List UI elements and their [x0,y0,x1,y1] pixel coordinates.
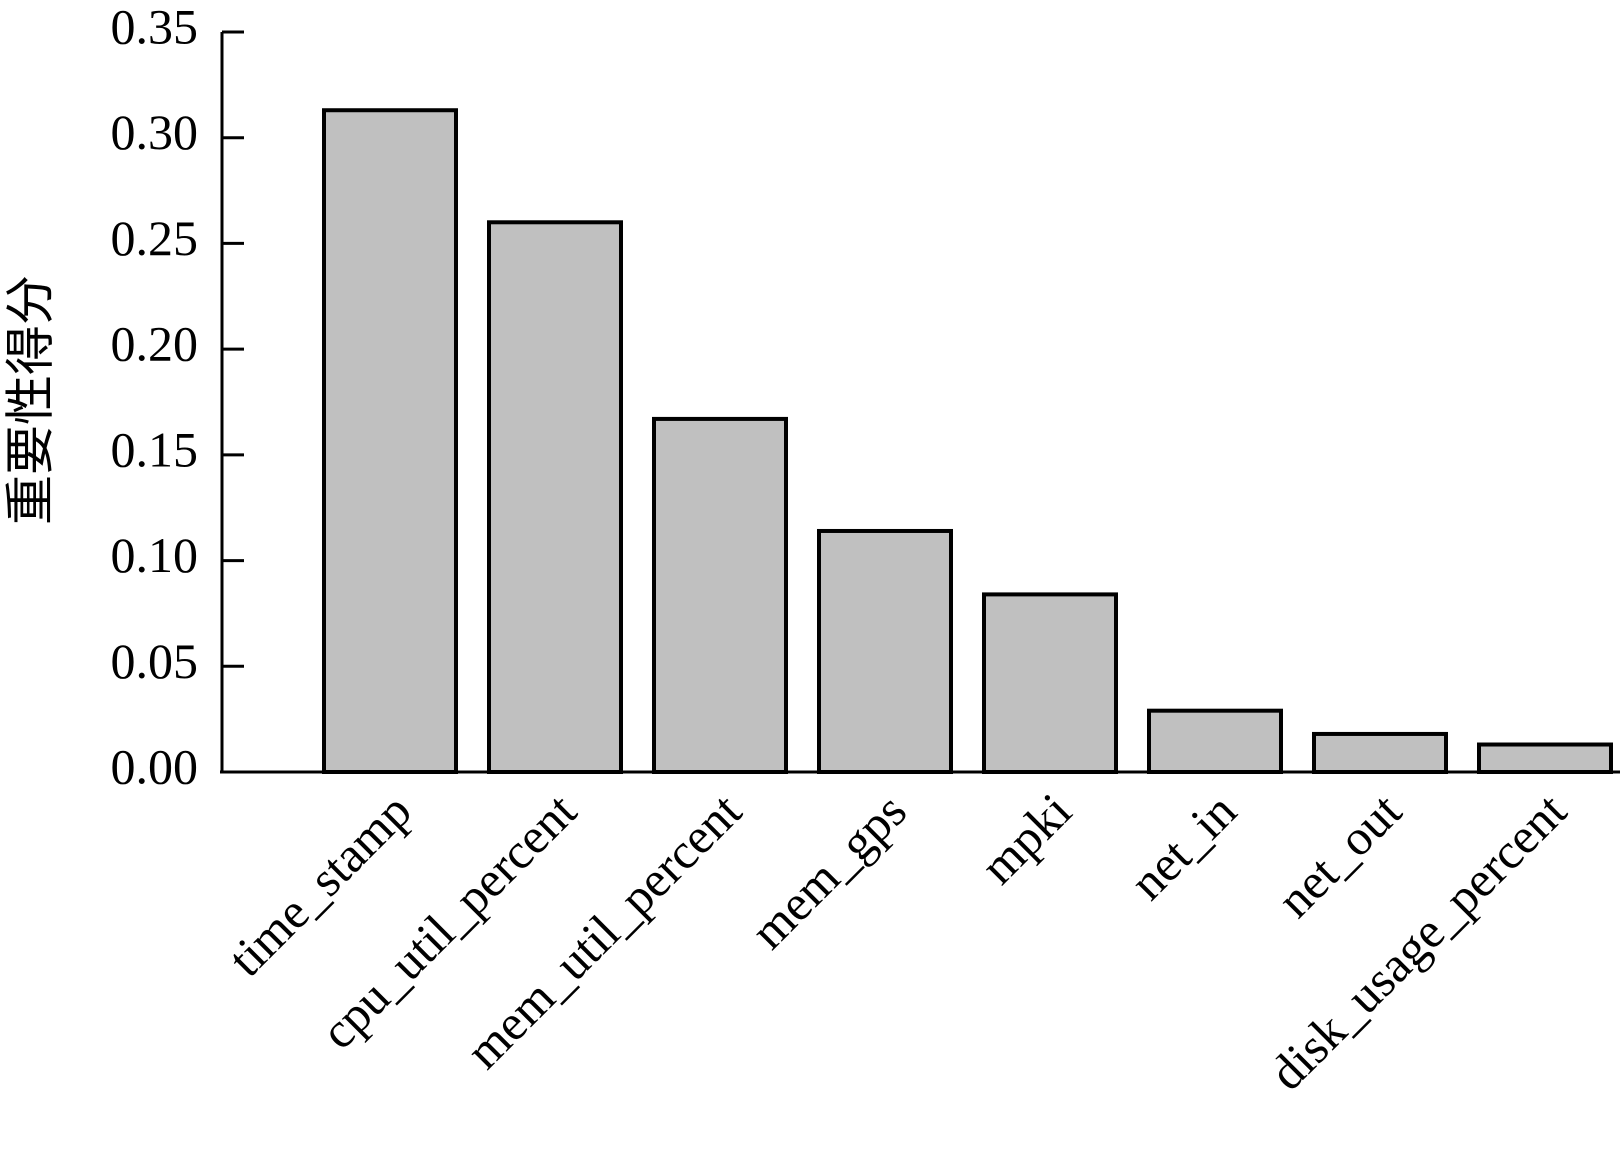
y-tick-label: 0.10 [111,527,199,583]
y-tick-label: 0.30 [111,104,199,160]
bar [817,528,953,774]
x-tick-label: mem_util_percent [455,782,752,1079]
y-tick-label: 0.35 [111,0,199,54]
bar [487,220,623,775]
bar [1312,731,1448,775]
x-tick-label: mpki [970,782,1082,894]
y-axis-title: 重要性得分 [2,275,58,525]
bar [1477,742,1613,774]
bar [652,416,788,774]
bar [982,592,1118,775]
x-tick-label: net_out [1266,782,1412,928]
x-tick-label: disk_usage_percent [1258,782,1576,1100]
y-tick-label: 0.20 [111,316,199,372]
y-tick-label: 0.15 [111,421,199,477]
bar [322,108,458,774]
x-tick-label: net_in [1119,782,1247,910]
y-tick-label: 0.05 [111,633,199,689]
x-tick-label: mem_gps [740,782,917,959]
y-tick-label: 0.00 [111,738,199,794]
bar [1147,708,1283,775]
y-tick-label: 0.25 [111,210,199,266]
